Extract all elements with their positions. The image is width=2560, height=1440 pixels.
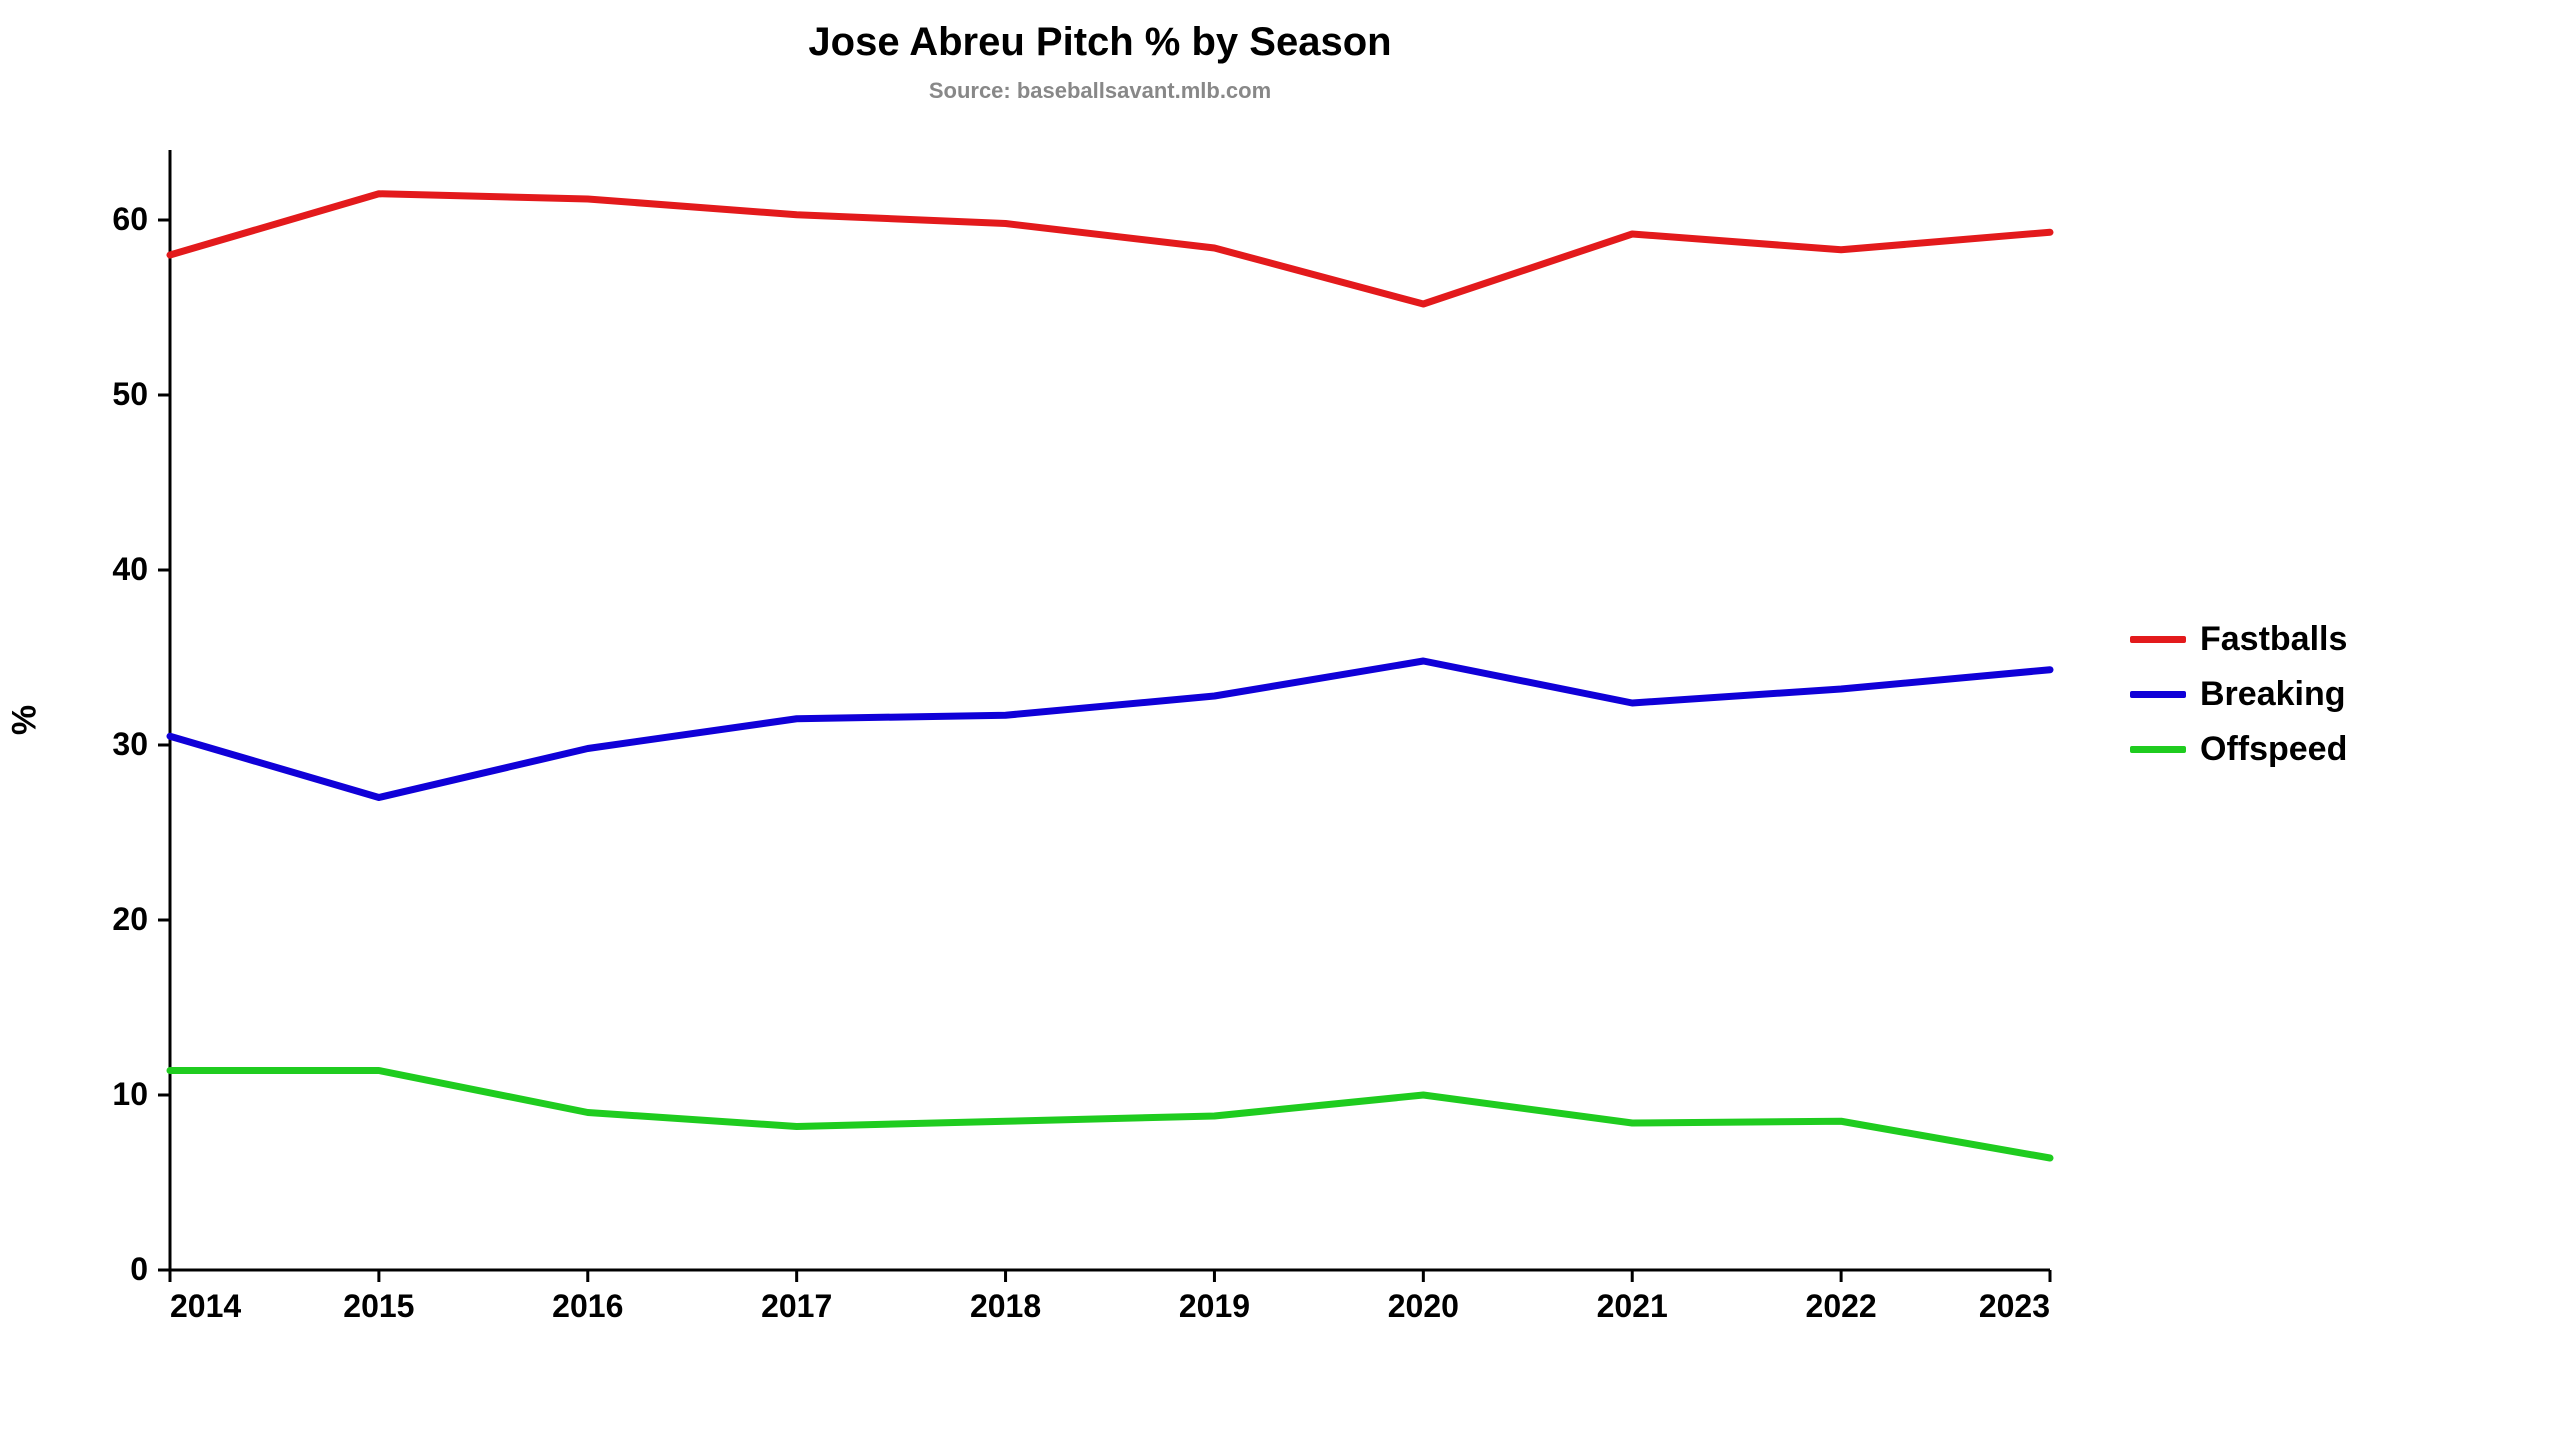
x-tick-label: 2017 [761,1288,832,1325]
y-tick-label: 60 [112,201,148,238]
legend-item-breaking: Breaking [2130,675,2347,714]
legend-swatch [2130,636,2186,643]
y-axis-label: % [6,705,45,735]
x-tick-label: 2015 [343,1288,414,1325]
x-tick-label: 2023 [1979,1288,2050,1325]
y-tick-label: 50 [112,376,148,413]
series-line-offspeed [170,1071,2050,1159]
chart-container: Jose Abreu Pitch % by Season Source: bas… [0,0,2560,1440]
legend-swatch [2130,746,2186,753]
y-tick-label: 0 [130,1251,148,1288]
x-tick-label: 2021 [1597,1288,1668,1325]
y-tick-label: 30 [112,726,148,763]
x-tick-label: 2019 [1179,1288,1250,1325]
series-line-breaking [170,661,2050,798]
y-tick-label: 10 [112,1076,148,1113]
chart-plot-area [130,130,2090,1340]
legend-item-fastballs: Fastballs [2130,620,2347,659]
x-tick-label: 2016 [552,1288,623,1325]
legend-label: Offspeed [2200,730,2347,769]
legend-item-offspeed: Offspeed [2130,730,2347,769]
x-tick-label: 2018 [970,1288,1041,1325]
legend-swatch [2130,691,2186,698]
chart-title: Jose Abreu Pitch % by Season [0,20,2200,65]
x-tick-label: 2020 [1388,1288,1459,1325]
y-tick-label: 20 [112,901,148,938]
chart-subtitle: Source: baseballsavant.mlb.com [0,78,2200,104]
legend-label: Breaking [2200,675,2346,714]
chart-legend: Fastballs Breaking Offspeed [2130,620,2347,769]
x-tick-label: 2022 [1806,1288,1877,1325]
series-line-fastballs [170,194,2050,304]
legend-label: Fastballs [2200,620,2347,659]
y-tick-label: 40 [112,551,148,588]
x-tick-label: 2014 [170,1288,241,1325]
